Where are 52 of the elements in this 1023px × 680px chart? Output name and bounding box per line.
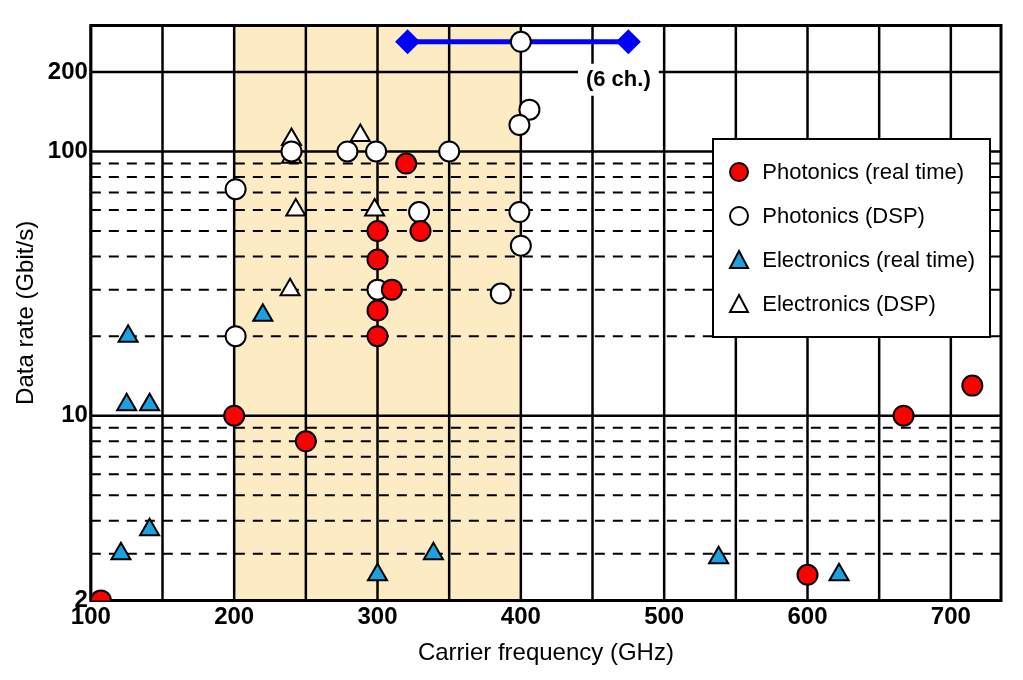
point — [408, 201, 431, 224]
legend-label: Electronics (DSP) — [762, 290, 936, 318]
x-tick-label: 500 — [644, 602, 685, 630]
point — [380, 278, 403, 301]
x-axis-title: Carrier frequency (GHz) — [417, 638, 674, 666]
point — [409, 220, 432, 243]
point — [366, 325, 389, 348]
point — [117, 324, 139, 343]
point — [508, 201, 531, 224]
point — [961, 374, 984, 397]
x-tick-label: 400 — [500, 602, 541, 630]
point — [892, 404, 915, 427]
point — [223, 404, 246, 427]
point — [422, 541, 444, 561]
legend-label: Photonics (DSP) — [762, 202, 925, 230]
y-tick-label: 100 — [47, 136, 88, 164]
point — [708, 545, 730, 565]
point — [396, 30, 420, 54]
y-axis-title: Data rate (Gbit/s) — [11, 220, 39, 405]
point — [279, 277, 301, 297]
point — [252, 303, 274, 322]
point — [395, 152, 418, 175]
point — [366, 299, 389, 322]
point — [224, 325, 247, 348]
point — [294, 430, 317, 453]
point — [336, 140, 359, 163]
point — [508, 113, 531, 136]
point — [509, 30, 532, 53]
point — [224, 178, 247, 201]
y-tick-label: 200 — [47, 56, 88, 84]
legend-label: Photonics (real time) — [762, 158, 965, 186]
point — [366, 248, 389, 271]
point — [139, 392, 161, 412]
legend-label: Electronics (real time) — [762, 246, 975, 274]
point — [116, 392, 138, 412]
point — [616, 30, 640, 54]
point — [438, 140, 461, 163]
point — [828, 562, 850, 582]
point — [110, 541, 132, 561]
x-tick-label: 200 — [214, 602, 255, 630]
point — [365, 140, 388, 163]
x-tick-label: 600 — [787, 602, 828, 630]
point — [280, 140, 303, 163]
x-tick-label: 300 — [357, 602, 398, 630]
x-tick-label: 700 — [930, 602, 971, 630]
series-label: (6 ch.) — [585, 65, 651, 91]
point — [366, 220, 389, 243]
point — [489, 282, 512, 305]
point — [139, 517, 161, 537]
point — [366, 562, 389, 582]
point — [509, 234, 532, 257]
y-tick-label: 10 — [61, 400, 88, 428]
